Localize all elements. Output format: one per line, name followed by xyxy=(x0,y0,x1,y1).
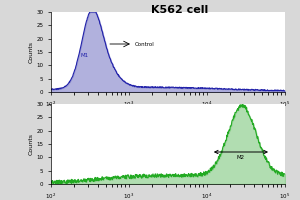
Text: M1: M1 xyxy=(81,53,89,58)
Text: K562 cell: K562 cell xyxy=(152,5,208,15)
Text: M2: M2 xyxy=(237,155,245,160)
Text: Control: Control xyxy=(135,42,154,46)
Y-axis label: Counts: Counts xyxy=(28,133,34,155)
Y-axis label: Counts: Counts xyxy=(28,41,34,63)
